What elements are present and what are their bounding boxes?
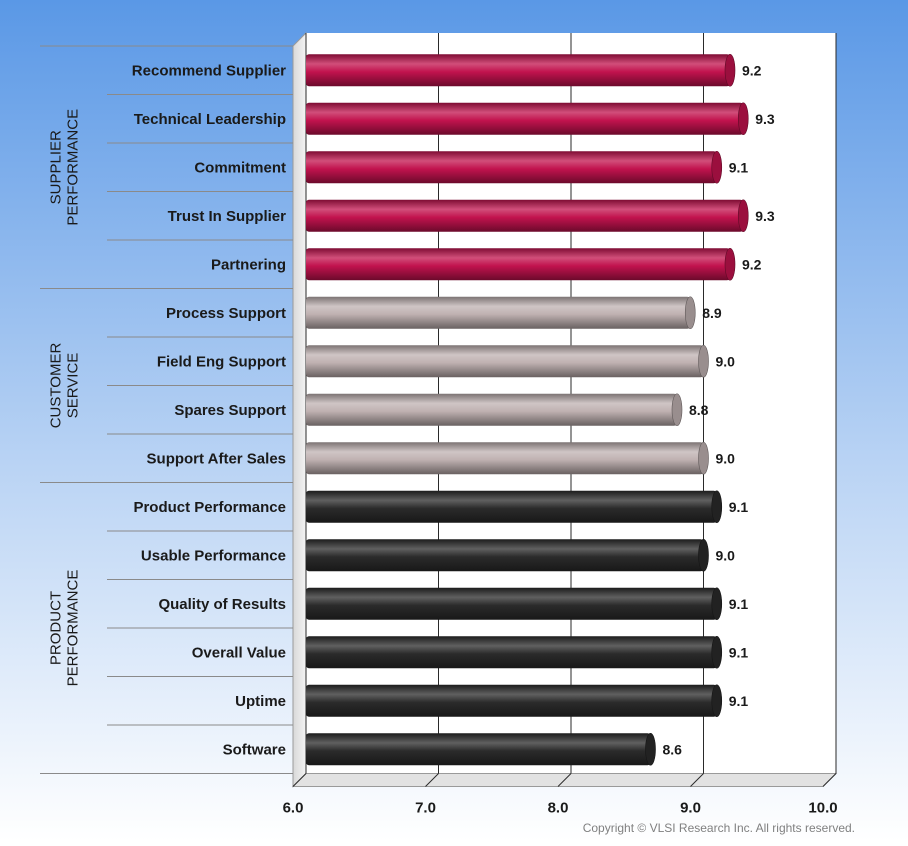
x-tick-label: 7.0 xyxy=(415,800,436,817)
grid-line-floor xyxy=(557,773,572,787)
bar xyxy=(306,345,704,378)
group-label-line: SUPPLIER xyxy=(48,130,65,204)
bar xyxy=(306,587,717,620)
x-tick-label: 8.0 xyxy=(548,800,569,817)
grid-line-floor xyxy=(822,773,837,787)
value-label: 9.0 xyxy=(716,450,736,466)
category-label: Field Eng Support xyxy=(157,353,286,370)
value-label: 9.3 xyxy=(755,111,775,127)
category-label: Spares Support xyxy=(174,402,286,419)
bar-end-cap xyxy=(724,247,736,281)
bar-end-cap xyxy=(645,732,656,766)
x-axis-ticks: 6.0 7.0 8.0 9.0 10.0 xyxy=(283,800,838,817)
category-labels: Recommend Supplier Technical Leadership Co… xyxy=(40,45,293,774)
group-label: PRODUCT PERFORMANCE xyxy=(48,570,82,687)
bar xyxy=(306,248,730,281)
bar-end-cap xyxy=(711,587,723,621)
value-label: 8.8 xyxy=(689,402,709,418)
bar xyxy=(306,442,704,475)
x-tick-label: 10.0 xyxy=(808,800,837,817)
category-label: Usable Performance xyxy=(141,547,286,564)
bar xyxy=(306,296,691,329)
value-label: 9.1 xyxy=(729,499,749,515)
bar-end-cap xyxy=(671,393,683,427)
category-label: Trust In Supplier xyxy=(168,208,287,225)
grid-line-floor xyxy=(690,773,704,787)
group-label-line: PERFORMANCE xyxy=(65,570,82,687)
bar-end-cap xyxy=(737,102,749,136)
bar-end-cap xyxy=(698,538,709,572)
category-label: Commitment xyxy=(194,159,286,176)
group-label-line: SERVICE xyxy=(65,353,82,419)
bar xyxy=(306,684,717,717)
category-label: Uptime xyxy=(235,693,286,710)
category-label: Product Performance xyxy=(133,499,286,516)
value-label: 9.1 xyxy=(729,159,749,175)
bar-end-cap xyxy=(711,150,723,184)
bar-end-cap xyxy=(737,199,749,233)
category-label: Software xyxy=(223,741,286,758)
category-label: Technical Leadership xyxy=(134,111,286,128)
value-label: 9.1 xyxy=(729,644,749,660)
category-label: Process Support xyxy=(166,305,286,322)
bar xyxy=(306,636,717,669)
bar xyxy=(306,151,717,184)
bars xyxy=(306,53,749,766)
category-label: Quality of Results xyxy=(158,596,286,613)
x-tick-label: 9.0 xyxy=(680,800,701,817)
bar-end-cap xyxy=(711,635,723,669)
value-label: 9.1 xyxy=(729,596,749,612)
bar-end-cap xyxy=(711,490,723,524)
bar-end-cap xyxy=(724,53,736,87)
category-label: Recommend Supplier xyxy=(132,62,286,79)
category-label: Overall Value xyxy=(192,644,286,661)
bar-end-cap xyxy=(698,441,709,475)
category-label: Support After Sales xyxy=(147,450,286,467)
bar xyxy=(306,102,744,135)
bar-end-cap xyxy=(711,684,723,718)
plot-side-wall xyxy=(292,31,307,788)
value-label: 9.1 xyxy=(729,693,749,709)
group-label-line: PERFORMANCE xyxy=(65,109,82,226)
category-label: Partnering xyxy=(211,256,286,273)
value-label: 9.0 xyxy=(716,353,736,369)
bar xyxy=(306,490,717,523)
grid-line-floor xyxy=(425,773,439,787)
value-label: 9.2 xyxy=(742,62,762,78)
bar xyxy=(306,539,704,572)
value-label: 8.6 xyxy=(663,741,683,757)
group-label: SUPPLIER PERFORMANCE xyxy=(48,109,82,226)
group-label-line: CUSTOMER xyxy=(48,343,65,429)
group-label: CUSTOMER SERVICE xyxy=(48,343,82,429)
value-labels: 9.2 9.3 9.1 9.3 9.2 8.9 9.0 8.8 9.0 9.1 9.0 9.1 9.1 9… xyxy=(663,62,775,757)
bar xyxy=(306,733,651,766)
bar xyxy=(306,54,730,87)
value-label: 9.3 xyxy=(755,208,775,224)
value-label: 8.9 xyxy=(702,305,722,321)
copyright-text: Copyright © VLSI Research Inc. All right… xyxy=(583,821,855,835)
bar-end-cap xyxy=(698,344,709,378)
grid-line-floor xyxy=(292,773,307,787)
bar xyxy=(306,199,744,232)
value-label: 9.2 xyxy=(742,256,762,272)
bar xyxy=(306,393,677,426)
x-tick-label: 6.0 xyxy=(283,800,304,817)
value-label: 9.0 xyxy=(716,547,736,563)
group-label-line: PRODUCT xyxy=(48,591,65,665)
bar-end-cap xyxy=(684,296,696,330)
